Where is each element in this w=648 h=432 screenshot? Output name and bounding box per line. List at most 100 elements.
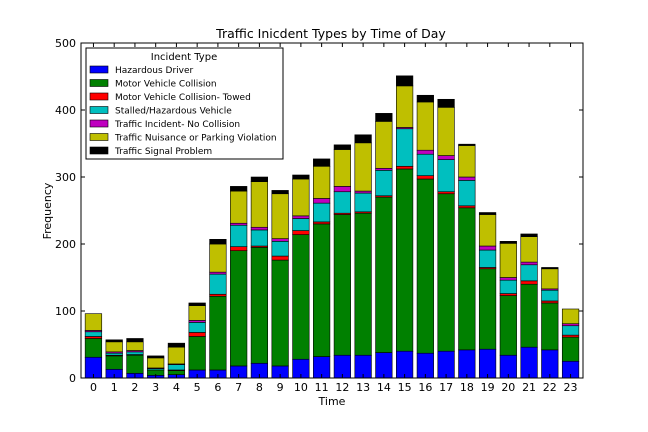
bar-segment — [250, 176, 269, 182]
bar-segment — [292, 230, 310, 235]
bar-segment — [375, 170, 393, 197]
x-tick-label: 11 — [315, 381, 329, 394]
bar-segment — [520, 280, 538, 285]
bar-segment — [520, 261, 538, 266]
bar-segment — [478, 348, 497, 379]
x-tick-label: 0 — [90, 381, 97, 394]
bar-segment — [458, 143, 476, 146]
bar-segment — [478, 268, 497, 350]
bar-segment — [313, 223, 331, 357]
bar-segment — [250, 181, 269, 228]
x-tick-label: 8 — [256, 381, 263, 394]
bar-segment — [250, 229, 269, 247]
bar-segment — [126, 341, 144, 351]
bar-segment — [561, 336, 580, 362]
x-tick-label: 16 — [418, 381, 432, 394]
bar-segment — [167, 342, 186, 348]
legend-label: Motor Vehicle Collision — [115, 80, 217, 90]
bar-segment — [396, 128, 414, 167]
y-tick-label: 500 — [55, 37, 76, 50]
legend-swatch — [89, 79, 109, 87]
bar-segment — [126, 354, 144, 374]
x-tick-label: 6 — [214, 381, 221, 394]
legend: Incident Type Hazardous Driver Motor Vehi… — [85, 47, 284, 160]
x-tick-label: 2 — [131, 381, 138, 394]
x-tick-label: 1 — [111, 381, 118, 394]
bar-segment — [520, 264, 538, 282]
bar-segment — [271, 190, 289, 195]
bar-segment — [437, 98, 455, 108]
x-axis-label: Time — [318, 395, 346, 408]
bar-segment — [333, 214, 351, 356]
y-tick-label: 200 — [55, 238, 76, 251]
bar-segment — [541, 300, 559, 304]
legend-box — [85, 47, 284, 160]
x-tick-label: 12 — [335, 381, 349, 394]
x-tick-label: 22 — [543, 381, 557, 394]
bar-segment — [396, 350, 414, 379]
bar-segment — [126, 338, 144, 343]
bar-segment — [147, 355, 165, 359]
bar-segment — [250, 226, 269, 231]
bar-segment — [541, 268, 559, 290]
bar-segment — [458, 207, 476, 351]
bar-segment — [561, 334, 580, 338]
bar-segment — [271, 255, 289, 261]
bar-segment — [271, 193, 289, 239]
bar-segment — [167, 346, 186, 365]
bar-segment — [437, 191, 455, 195]
bar-segment — [437, 155, 455, 160]
x-tick-label: 5 — [194, 381, 201, 394]
bar-segment — [292, 174, 310, 180]
bar-segment — [292, 234, 310, 360]
bar-segment — [458, 145, 476, 178]
legend-label: Traffic Nuisance or Parking Violation — [114, 134, 277, 144]
bar-segment — [230, 224, 248, 247]
y-tick-label: 300 — [55, 171, 76, 184]
bar-segment — [396, 168, 414, 352]
bar-segment — [230, 250, 248, 367]
bar-segment — [209, 239, 227, 245]
bar-segment — [209, 271, 227, 275]
bar-segment — [458, 349, 476, 379]
bar-segment — [105, 355, 123, 370]
bar-segment — [520, 346, 538, 379]
bar-segment — [313, 158, 331, 167]
bar-segment — [375, 121, 393, 169]
bar-segment — [230, 222, 248, 226]
bar-segment — [84, 338, 103, 358]
chart-title: Traffic Inicdent Types by Time of Day — [215, 26, 446, 41]
bar-segment — [333, 149, 351, 187]
bar-segment — [541, 267, 559, 270]
bar-segment — [458, 205, 476, 209]
bar-segment — [437, 107, 455, 156]
x-tick-label: 9 — [277, 381, 284, 394]
bar-segment — [499, 295, 517, 356]
bar-segment — [416, 153, 434, 176]
bar-segment — [354, 192, 372, 213]
bar-segment — [84, 336, 103, 339]
bar-segment — [333, 186, 351, 193]
bar-segment — [354, 190, 372, 194]
bar-segment — [437, 350, 455, 379]
bar-segment — [292, 215, 310, 219]
bar-segment — [396, 85, 414, 128]
bar-segment — [437, 193, 455, 352]
x-tick-label: 14 — [377, 381, 391, 394]
x-tick-label: 23 — [564, 381, 578, 394]
x-tick-label: 13 — [356, 381, 370, 394]
bar-segment — [271, 241, 289, 257]
bar-segment — [105, 352, 123, 356]
bar-segment — [354, 212, 372, 356]
bar-segment — [561, 323, 580, 327]
bar-segment — [209, 273, 227, 295]
bar-segment — [333, 191, 351, 214]
legend-swatch — [89, 106, 109, 114]
bar-segment — [230, 190, 248, 224]
bar-segment — [520, 233, 538, 237]
bar-segment — [458, 180, 476, 207]
bar-segment — [333, 144, 351, 150]
bar-segment — [541, 289, 559, 302]
x-tick-label: 21 — [522, 381, 536, 394]
y-axis-label: Frequency — [41, 182, 54, 239]
